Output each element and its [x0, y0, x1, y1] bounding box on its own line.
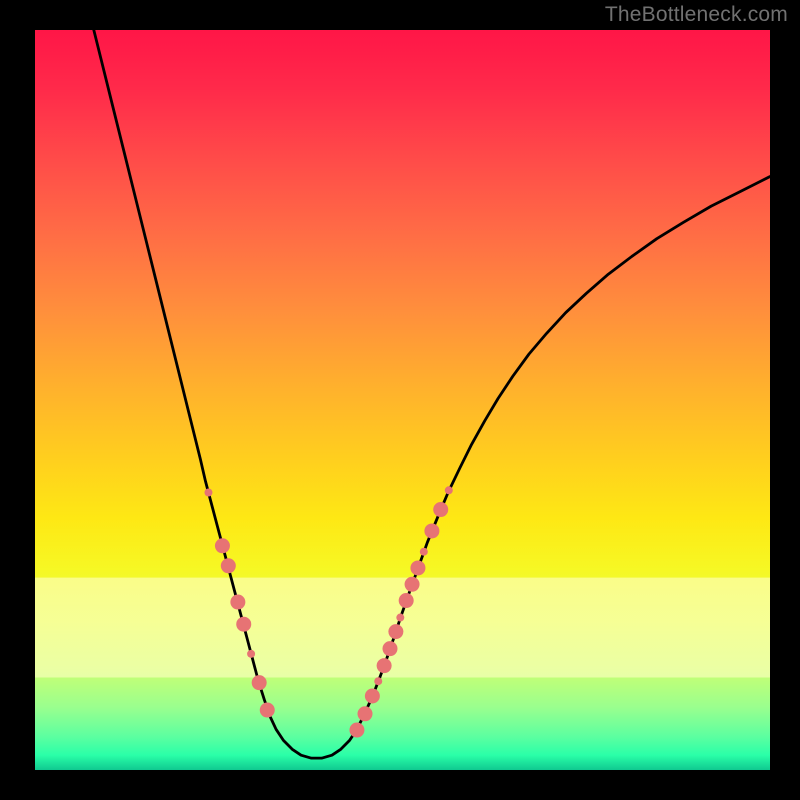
highlight-dot [358, 706, 373, 721]
highlight-dot [374, 677, 382, 685]
watermark-text: TheBottleneck.com [605, 3, 788, 27]
highlight-dot [433, 502, 448, 517]
cream-band [35, 578, 770, 678]
highlight-dot [349, 723, 364, 738]
highlight-dot [247, 650, 255, 658]
highlight-dot [236, 617, 251, 632]
highlight-dot [260, 703, 275, 718]
bottleneck-chart [0, 0, 800, 800]
highlight-dot [410, 560, 425, 575]
highlight-dot [365, 689, 380, 704]
highlight-dot [405, 577, 420, 592]
highlight-dot [424, 523, 439, 538]
highlight-dot [388, 624, 403, 639]
highlight-dot [215, 538, 230, 553]
highlight-dot [230, 595, 245, 610]
highlight-dot [204, 489, 212, 497]
highlight-dot [221, 558, 236, 573]
highlight-dot [445, 486, 453, 494]
highlight-dot [399, 593, 414, 608]
highlight-dot [396, 614, 404, 622]
highlight-dot [252, 675, 267, 690]
highlight-dot [377, 658, 392, 673]
highlight-dot [383, 641, 398, 656]
highlight-dot [420, 548, 428, 556]
